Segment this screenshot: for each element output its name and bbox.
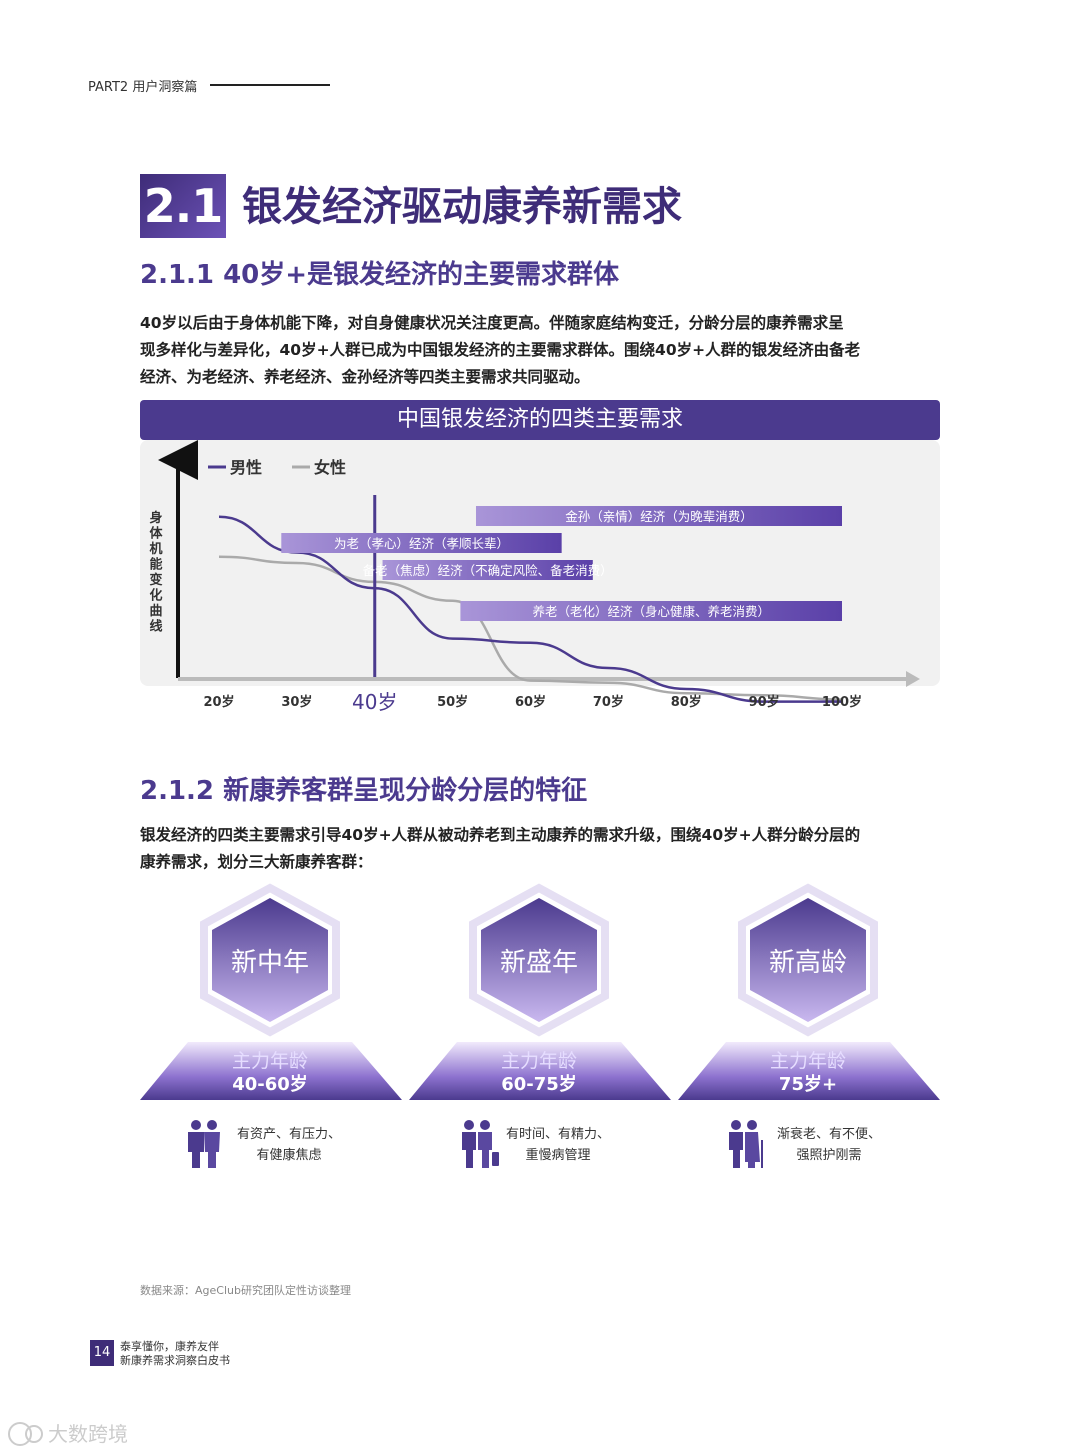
band-label: 为老（孝心）经济（孝顺长辈）: [334, 536, 509, 551]
x-tick-label: 60岁: [515, 694, 546, 710]
group-name: 新盛年: [499, 948, 578, 978]
band-bar: [382, 560, 593, 580]
watermark-logo-icon: 大数跨境: [8, 1422, 128, 1446]
x-tick-label: 50岁: [437, 694, 468, 710]
footer-line: 泰享懂你，康养友伴: [120, 1340, 219, 1353]
legend-label-female: 女性: [314, 458, 346, 477]
x-tick-label: 80岁: [671, 694, 702, 710]
group-name: 新高龄: [768, 948, 847, 978]
x-tick-label: 90岁: [749, 694, 780, 710]
x-tick-label: 40岁: [352, 690, 397, 714]
series-line-female: [218, 555, 843, 701]
couple-icon: [188, 1120, 220, 1168]
band-bar: [475, 506, 842, 526]
x-tick-label: 20岁: [203, 694, 234, 710]
paragraph-1-line: 40岁以后由于身体机能下降，对自身健康状况关注度更高。伴随家庭结构变迁，分龄分层…: [140, 314, 844, 332]
paragraph-1: 40岁以后由于身体机能下降，对自身健康状况关注度更高。伴随家庭结构变迁，分龄分层…: [140, 310, 942, 391]
footer-text: 泰享懂你，康养友伴 新康养需求洞察白皮书: [120, 1340, 230, 1368]
x-tick-label: 100岁: [822, 694, 862, 710]
paragraph-2-line: 康养需求，划分三大新康养客群：: [140, 853, 373, 871]
subsection-title-2: 2.1.2 新康养客群呈现分龄分层的特征: [140, 776, 588, 806]
group-card-new-middle-age: 新中年 主力年龄 40-60岁 有资产、有压力、 有健康焦虑: [140, 880, 410, 1180]
legend-label-male: 男性: [230, 458, 262, 477]
watermark-text: 大数跨境: [48, 1422, 128, 1446]
x-axis-arrow-icon: [906, 671, 920, 687]
hexagon-inner: [481, 898, 597, 1022]
age-range: 75岁+: [778, 1074, 838, 1095]
hexagon-inner: [750, 898, 866, 1022]
group-card-new-prime-age: 新盛年 主力年龄 60-75岁 有时间、有精力、 重慢病管理: [409, 880, 679, 1180]
band-label: 备老（焦虑）经济（不确定风险、备老消费）: [363, 563, 613, 578]
hexagon-graphic: [140, 883, 402, 1100]
watermark: 大数跨境: [6, 1419, 156, 1449]
data-source: 数据来源：AgeClub研究团队定性访谈整理: [140, 1284, 351, 1297]
paragraph-1-line: 现多样化与差异化，40岁+人群已成为中国银发经济的主要需求群体。围绕40岁+人群…: [140, 341, 861, 359]
hexagon-inner: [212, 898, 328, 1022]
age-range: 60-75岁: [501, 1074, 577, 1095]
paragraph-2: 银发经济的四类主要需求引导40岁+人群从被动养老到主动康养的需求升级，围绕40岁…: [140, 822, 942, 876]
chart-title: 中国银发经济的四类主要需求: [140, 400, 940, 440]
band-label: 养老（老化）经济（身心健康、养老消费）: [532, 604, 770, 619]
group-card-new-advanced-age: 新高龄 主力年龄 75岁+ 渐衰老、有不便、 强照护刚需: [678, 880, 948, 1180]
part-header: PART2 用户洞察篇: [88, 80, 198, 95]
header-divider: [210, 84, 330, 86]
feature-line: 有健康焦虑: [256, 1148, 322, 1163]
feature-line: 重慢病管理: [525, 1148, 591, 1163]
feature-text: 有时间、有精力、 重慢病管理: [493, 1124, 623, 1166]
hexagon-graphic: [678, 883, 940, 1100]
band-label: 金孙（亲情）经济（为晚辈消费）: [565, 509, 753, 524]
page-number: 14: [90, 1340, 114, 1366]
x-tick-label: 30岁: [281, 694, 312, 710]
band-bar: [281, 533, 562, 553]
section-title: 银发经济驱动康养新需求: [242, 184, 682, 230]
band-bar: [460, 601, 842, 621]
feature-text: 渐衰老、有不便、 强照护刚需: [764, 1124, 894, 1166]
paragraph-2-line: 银发经济的四类主要需求引导40岁+人群从被动养老到主动康养的需求升级，围绕40岁…: [140, 826, 861, 844]
age-trapezoid: [678, 1042, 940, 1100]
subsection-title-1: 2.1.1 40岁+是银发经济的主要需求群体: [140, 260, 620, 290]
section-number-badge: 2.1: [140, 174, 226, 238]
age-trapezoid: [140, 1042, 402, 1100]
age-trapezoid: [409, 1042, 671, 1100]
feature-line: 渐衰老、有不便、: [776, 1127, 881, 1142]
footer-line: 新康养需求洞察白皮书: [120, 1354, 230, 1367]
feature-line: 强照护刚需: [796, 1148, 862, 1163]
travelers-icon: [462, 1120, 499, 1168]
hexagon-graphic: [409, 883, 671, 1100]
x-tick-label: 70岁: [593, 694, 624, 710]
y-axis-label: 身体机能变化曲线: [149, 510, 163, 635]
paragraph-1-line: 经济、为老经济、养老经济、金孙经济等四类主要需求共同驱动。: [140, 368, 590, 386]
elderly-cane-icon: [729, 1120, 763, 1168]
feature-line: 有资产、有压力、: [236, 1127, 341, 1142]
chart-container: 中国银发经济的四类主要需求 身体机能变化曲线 男性 女性金孙（亲情）经济（为晚辈消费…: [140, 400, 940, 720]
group-name: 新中年: [230, 948, 309, 978]
series-line-male: [218, 515, 842, 703]
age-range: 40-60岁: [232, 1074, 308, 1095]
feature-line: 有时间、有精力、: [505, 1127, 610, 1142]
feature-text: 有资产、有压力、 有健康焦虑: [224, 1124, 354, 1166]
age-title: 主力年龄: [231, 1050, 308, 1072]
age-title: 主力年龄: [500, 1050, 577, 1072]
age-title: 主力年龄: [769, 1050, 846, 1072]
